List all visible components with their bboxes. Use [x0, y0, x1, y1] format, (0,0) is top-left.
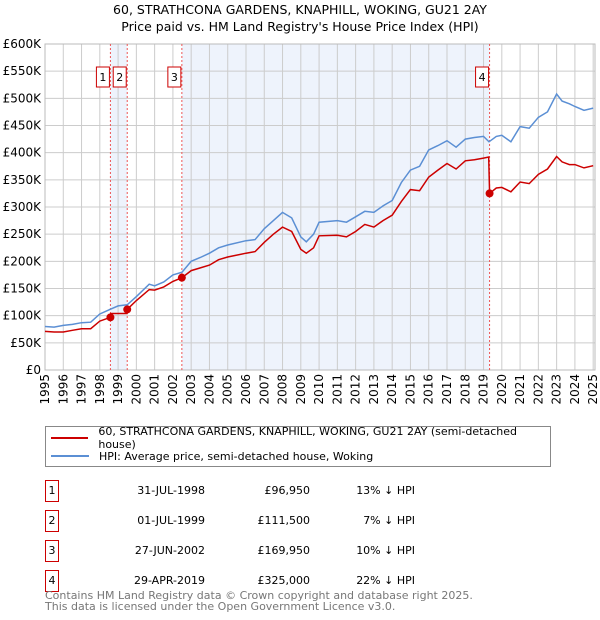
y-tick-label: £150K: [3, 282, 43, 296]
transaction-row: 4 29-APR-2019 £325,000 22% ↓ HPI: [45, 570, 545, 592]
x-tick-label: 2019: [477, 374, 491, 405]
transaction-price: £111,500: [257, 514, 311, 527]
series-line: [44, 155, 594, 333]
x-tick-label: 2017: [440, 374, 454, 405]
transaction-date: 27-JUN-2002: [134, 544, 205, 557]
footer-licence: This data is licensed under the Open Gov…: [45, 600, 396, 613]
x-tick-label: 2023: [550, 374, 564, 405]
x-tick-label: 2013: [367, 374, 381, 405]
x-tick-label: 1999: [111, 374, 125, 405]
legend-swatch-blue: [51, 455, 89, 457]
transaction-hpi-diff: 10% ↓ HPI: [356, 544, 415, 557]
y-tick-label: £550K: [3, 64, 43, 78]
transaction-date: 01-JUL-1999: [137, 514, 205, 527]
transaction-row: 3 27-JUN-2002 £169,950 10% ↓ HPI: [45, 540, 545, 562]
y-tick-label: £500K: [3, 91, 43, 105]
y-tick-label: £300K: [3, 200, 43, 214]
sale-point: [485, 189, 494, 198]
marker-box: [112, 66, 127, 88]
x-tick-label: 2004: [202, 374, 216, 405]
x-tick-label: 2007: [257, 374, 271, 405]
transaction-row: 1 31-JUL-1998 £96,950 13% ↓ HPI: [45, 480, 545, 502]
x-tick-label: 2008: [276, 374, 290, 405]
y-tick-label: £400K: [3, 146, 43, 160]
series-line: [44, 92, 594, 328]
chart-title: 60, STRATHCONA GARDENS, KNAPHILL, WOKING…: [113, 2, 487, 17]
footer-copyright: Contains HM Land Registry data © Crown c…: [45, 589, 473, 602]
y-tick-label: £600K: [3, 37, 43, 51]
x-tick-label: 2002: [166, 374, 180, 405]
y-tick-label: £250K: [3, 227, 43, 241]
marker-label: 4: [475, 66, 490, 88]
x-tick-label: 2024: [568, 374, 582, 405]
legend-swatch-red: [51, 437, 89, 439]
transaction-number: 3: [45, 540, 59, 562]
x-tick-label: 2015: [403, 374, 417, 405]
x-tick-label: 2009: [294, 374, 308, 405]
x-tick-label: 2012: [349, 374, 363, 405]
price-chart: £0 £50K £100K £150K £200K £250K £300K £350K £400…: [3, 37, 600, 405]
transaction-hpi-diff: 22% ↓ HPI: [356, 574, 415, 587]
transaction-date: 31-JUL-1998: [137, 484, 205, 497]
x-tick-label: 1998: [93, 374, 107, 405]
marker-label: 3: [167, 66, 182, 88]
x-tick-label: 2005: [221, 374, 235, 405]
marker-box: [475, 66, 490, 88]
transaction-price: £96,950: [264, 484, 311, 497]
x-tick-label: 2000: [129, 374, 143, 405]
transaction-hpi-diff: 13% ↓ HPI: [356, 484, 415, 497]
legend-label: 60, STRATHCONA GARDENS, KNAPHILL, WOKING…: [98, 425, 517, 451]
x-tick-label: 1995: [38, 374, 52, 405]
marker-number: 3: [171, 71, 178, 84]
marker-box: [95, 66, 110, 88]
chart-subtitle: Price paid vs. HM Land Registry's House …: [121, 19, 479, 34]
sale-point: [106, 313, 115, 322]
marker-label: 2: [112, 66, 127, 88]
y-tick-label: £100K: [3, 309, 43, 323]
transaction-price: £325,000: [257, 574, 311, 587]
sale-point: [123, 305, 132, 314]
marker-label: 1: [95, 66, 110, 88]
x-tick-label: 2022: [531, 374, 545, 405]
y-tick-label: £350K: [3, 173, 43, 187]
x-tick-label: 2021: [513, 374, 527, 405]
legend: 60, STRATHCONA GARDENS, KNAPHILL, WOKING…: [45, 425, 551, 467]
x-tick-label: 2018: [458, 374, 472, 405]
marker-number: 1: [99, 71, 106, 84]
transaction-number: 1: [45, 480, 59, 502]
legend-item-hpi: HPI: Average price, semi-detached house,…: [46, 448, 373, 464]
x-tick-label: 1996: [56, 374, 70, 405]
x-tick-label: 1997: [75, 374, 89, 405]
y-tick-label: £0: [26, 363, 41, 377]
plot-border: [44, 43, 596, 371]
transaction-number: 4: [45, 570, 59, 592]
x-tick-label: 2020: [495, 374, 509, 405]
x-tick-label: 2003: [184, 374, 198, 405]
y-tick-label: £50K: [10, 336, 42, 350]
transaction-number: 2: [45, 510, 59, 532]
marker-number: 4: [479, 71, 486, 84]
transaction-row: 2 01-JUL-1999 £111,500 7% ↓ HPI: [45, 510, 545, 532]
marker-box: [167, 66, 182, 88]
legend-item-property: 60, STRATHCONA GARDENS, KNAPHILL, WOKING…: [46, 425, 550, 451]
x-tick-label: 2025: [586, 374, 600, 405]
legend-label: HPI: Average price, semi-detached house,…: [99, 449, 374, 463]
transaction-price: £169,950: [257, 544, 311, 557]
transaction-hpi-diff: 7% ↓ HPI: [363, 514, 415, 527]
marker-number: 2: [116, 71, 123, 84]
x-tick-label: 2010: [312, 374, 326, 405]
y-tick-label: £200K: [3, 254, 43, 268]
x-tick-label: 2001: [148, 374, 162, 405]
x-tick-label: 2016: [422, 374, 436, 405]
y-tick-label: £450K: [3, 119, 43, 133]
sale-point: [177, 273, 186, 282]
x-tick-label: 2011: [330, 374, 344, 405]
transaction-date: 29-APR-2019: [133, 574, 205, 587]
x-tick-label: 2014: [385, 374, 399, 405]
x-tick-label: 2006: [239, 374, 253, 405]
